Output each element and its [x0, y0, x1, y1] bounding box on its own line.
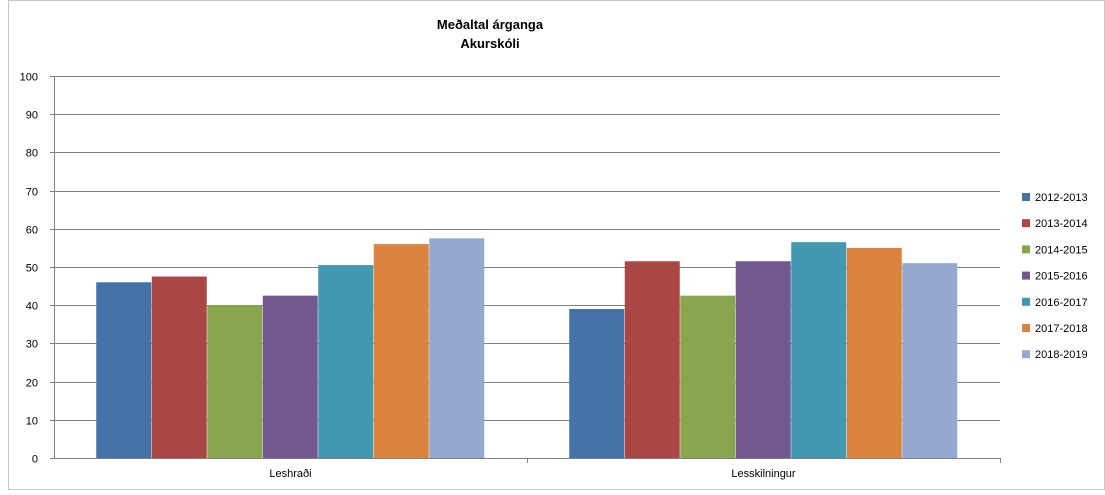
legend-swatch: [1022, 245, 1030, 254]
y-tick-label: 30: [26, 339, 38, 351]
legend-swatch: [1022, 324, 1030, 332]
y-tick-label: 20: [26, 378, 38, 390]
legend-swatch: [1022, 219, 1030, 228]
bar: [96, 282, 152, 458]
bar: [373, 244, 429, 458]
bar: [207, 305, 263, 458]
bar: [569, 309, 625, 458]
legend-label: 2018-2019: [1035, 349, 1088, 361]
legend-swatch: [1022, 193, 1030, 201]
bar: [680, 295, 736, 458]
y-tick-label: 0: [32, 454, 38, 466]
y-tick-label: 90: [26, 110, 38, 122]
bar: [429, 238, 485, 458]
legend: 2012-2013 2013-2014 2014-2015 2015-2016 2016…: [1022, 192, 1088, 361]
x-category-label: Leshraði: [269, 468, 311, 480]
legend-label: 2016-2017: [1035, 297, 1088, 309]
bar: [262, 295, 318, 458]
y-tick-label: 60: [26, 225, 38, 237]
x-category-label: Lesskilningur: [731, 468, 796, 480]
legend-label: 2015-2016: [1035, 271, 1088, 283]
chart-subtitle: Akurskóli: [460, 36, 519, 51]
bar: [791, 242, 847, 458]
bar: [902, 263, 958, 458]
legend-label: 2013-2014: [1035, 218, 1088, 230]
x-axis-labels: Leshraði Lesskilningur: [269, 458, 1001, 480]
bar: [735, 261, 791, 458]
y-tick-label: 100: [20, 72, 38, 84]
legend-label: 2017-2018: [1035, 323, 1088, 335]
legend-label: 2014-2015: [1035, 244, 1088, 256]
y-tick-label: 80: [26, 148, 38, 160]
bar: [318, 265, 374, 458]
y-tick-label: 70: [26, 187, 38, 199]
y-axis-ticks: 0 10 20 30 40 50 60 70 80 90 100: [20, 72, 38, 466]
chart-title: Meðaltal árganga: [437, 17, 544, 32]
bar-series: [96, 238, 958, 458]
y-tick-label: 50: [26, 263, 38, 275]
y-tick-label: 10: [26, 416, 38, 428]
legend-swatch: [1022, 271, 1030, 280]
bar: [151, 276, 207, 458]
legend-swatch: [1022, 297, 1030, 306]
bar: [846, 247, 902, 458]
legend-label: 2012-2013: [1035, 192, 1088, 204]
legend-swatch: [1022, 350, 1030, 359]
bar: [624, 261, 680, 458]
y-tick-label: 40: [26, 301, 38, 313]
